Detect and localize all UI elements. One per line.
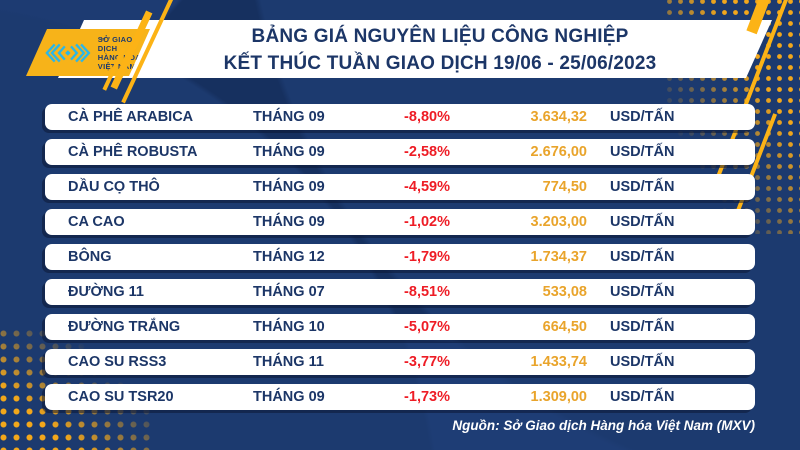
commodity-name: ĐƯỜNG 11 <box>68 284 144 300</box>
contract-month: THÁNG 09 <box>253 389 325 405</box>
table-row: ĐƯỜNG TRẮNG THÁNG 10 -5,07% 664,50 USD/T… <box>45 314 755 340</box>
contract-month: THÁNG 10 <box>253 319 325 335</box>
mxv-logo: SỞ GIAO DỊCH HÀNG HÓA VIỆT NAM ™ <box>26 29 150 76</box>
price-value: 664,50 <box>542 319 587 335</box>
percent-change: -8,51% <box>404 284 450 300</box>
commodity-name: ĐƯỜNG TRẮNG <box>68 319 181 335</box>
commodity-name: CÀ PHÊ ARABICA <box>68 109 194 125</box>
price-value: 774,50 <box>542 179 587 195</box>
price-unit: USD/TẤN <box>610 109 675 125</box>
price-value: 3.634,32 <box>530 109 587 125</box>
price-unit: USD/TẤN <box>610 354 675 370</box>
contract-month: THÁNG 11 <box>253 354 324 370</box>
percent-change: -1,73% <box>404 389 450 405</box>
price-table: CÀ PHÊ ARABICA THÁNG 09 -8,80% 3.634,32 … <box>45 104 755 419</box>
title-line-1: BẢNG GIÁ NGUYÊN LIỆU CÔNG NGHIỆP <box>251 26 629 47</box>
table-row: CA CAO THÁNG 09 -1,02% 3.203,00 USD/TẤN <box>45 209 755 235</box>
contract-month: THÁNG 09 <box>253 214 325 230</box>
table-row: CÀ PHÊ ROBUSTA THÁNG 09 -2,58% 2.676,00 … <box>45 139 755 165</box>
price-unit: USD/TẤN <box>610 389 675 405</box>
price-value: 1.309,00 <box>530 389 587 405</box>
contract-month: THÁNG 09 <box>253 144 325 160</box>
price-value: 1.433,74 <box>530 354 587 370</box>
header-banner <box>58 20 772 78</box>
mxv-logo-chevrons-icon <box>43 39 93 67</box>
price-unit: USD/TẤN <box>610 214 675 230</box>
commodity-name: DẦU CỌ THÔ <box>68 179 160 195</box>
price-unit: USD/TẤN <box>610 249 675 265</box>
commodity-name: CA CAO <box>68 214 125 230</box>
commodity-name: CAO SU TSR20 <box>68 389 174 405</box>
commodity-name: CÀ PHÊ ROBUSTA <box>68 144 198 160</box>
percent-change: -2,58% <box>404 144 450 160</box>
source-credit: Nguồn: Sở Giao dịch Hàng hóa Việt Nam (M… <box>452 418 755 433</box>
price-value: 1.734,37 <box>530 249 587 265</box>
price-unit: USD/TẤN <box>610 179 675 195</box>
table-row: CÀ PHÊ ARABICA THÁNG 09 -8,80% 3.634,32 … <box>45 104 755 130</box>
percent-change: -4,59% <box>404 179 450 195</box>
percent-change: -3,77% <box>404 354 450 370</box>
table-row: ĐƯỜNG 11 THÁNG 07 -8,51% 533,08 USD/TẤN <box>45 279 755 305</box>
percent-change: -1,02% <box>404 214 450 230</box>
commodity-name: CAO SU RSS3 <box>68 354 167 370</box>
table-row: DẦU CỌ THÔ THÁNG 09 -4,59% 774,50 USD/TẤ… <box>45 174 755 200</box>
percent-change: -1,79% <box>404 249 450 265</box>
table-row: CAO SU TSR20 THÁNG 09 -1,73% 1.309,00 US… <box>45 384 755 410</box>
price-unit: USD/TẤN <box>610 144 675 160</box>
contract-month: THÁNG 12 <box>253 249 325 265</box>
page-title: BẢNG GIÁ NGUYÊN LIỆU CÔNG NGHIỆP KẾT THÚ… <box>160 23 720 77</box>
title-line-2: KẾT THÚC TUẦN GIAO DỊCH 19/06 - 25/06/20… <box>223 53 657 74</box>
price-value: 3.203,00 <box>530 214 587 230</box>
contract-month: THÁNG 09 <box>253 109 325 125</box>
contract-month: THÁNG 09 <box>253 179 325 195</box>
price-value: 2.676,00 <box>530 144 587 160</box>
table-row: BÔNG THÁNG 12 -1,79% 1.734,37 USD/TẤN <box>45 244 755 270</box>
price-unit: USD/TẤN <box>610 284 675 300</box>
contract-month: THÁNG 07 <box>253 284 325 300</box>
commodity-name: BÔNG <box>68 249 112 265</box>
table-row: CAO SU RSS3 THÁNG 11 -3,77% 1.433,74 USD… <box>45 349 755 375</box>
percent-change: -8,80% <box>404 109 450 125</box>
trademark-symbol: ™ <box>100 38 106 44</box>
price-value: 533,08 <box>542 284 587 300</box>
percent-change: -5,07% <box>404 319 450 335</box>
price-unit: USD/TẤN <box>610 319 675 335</box>
